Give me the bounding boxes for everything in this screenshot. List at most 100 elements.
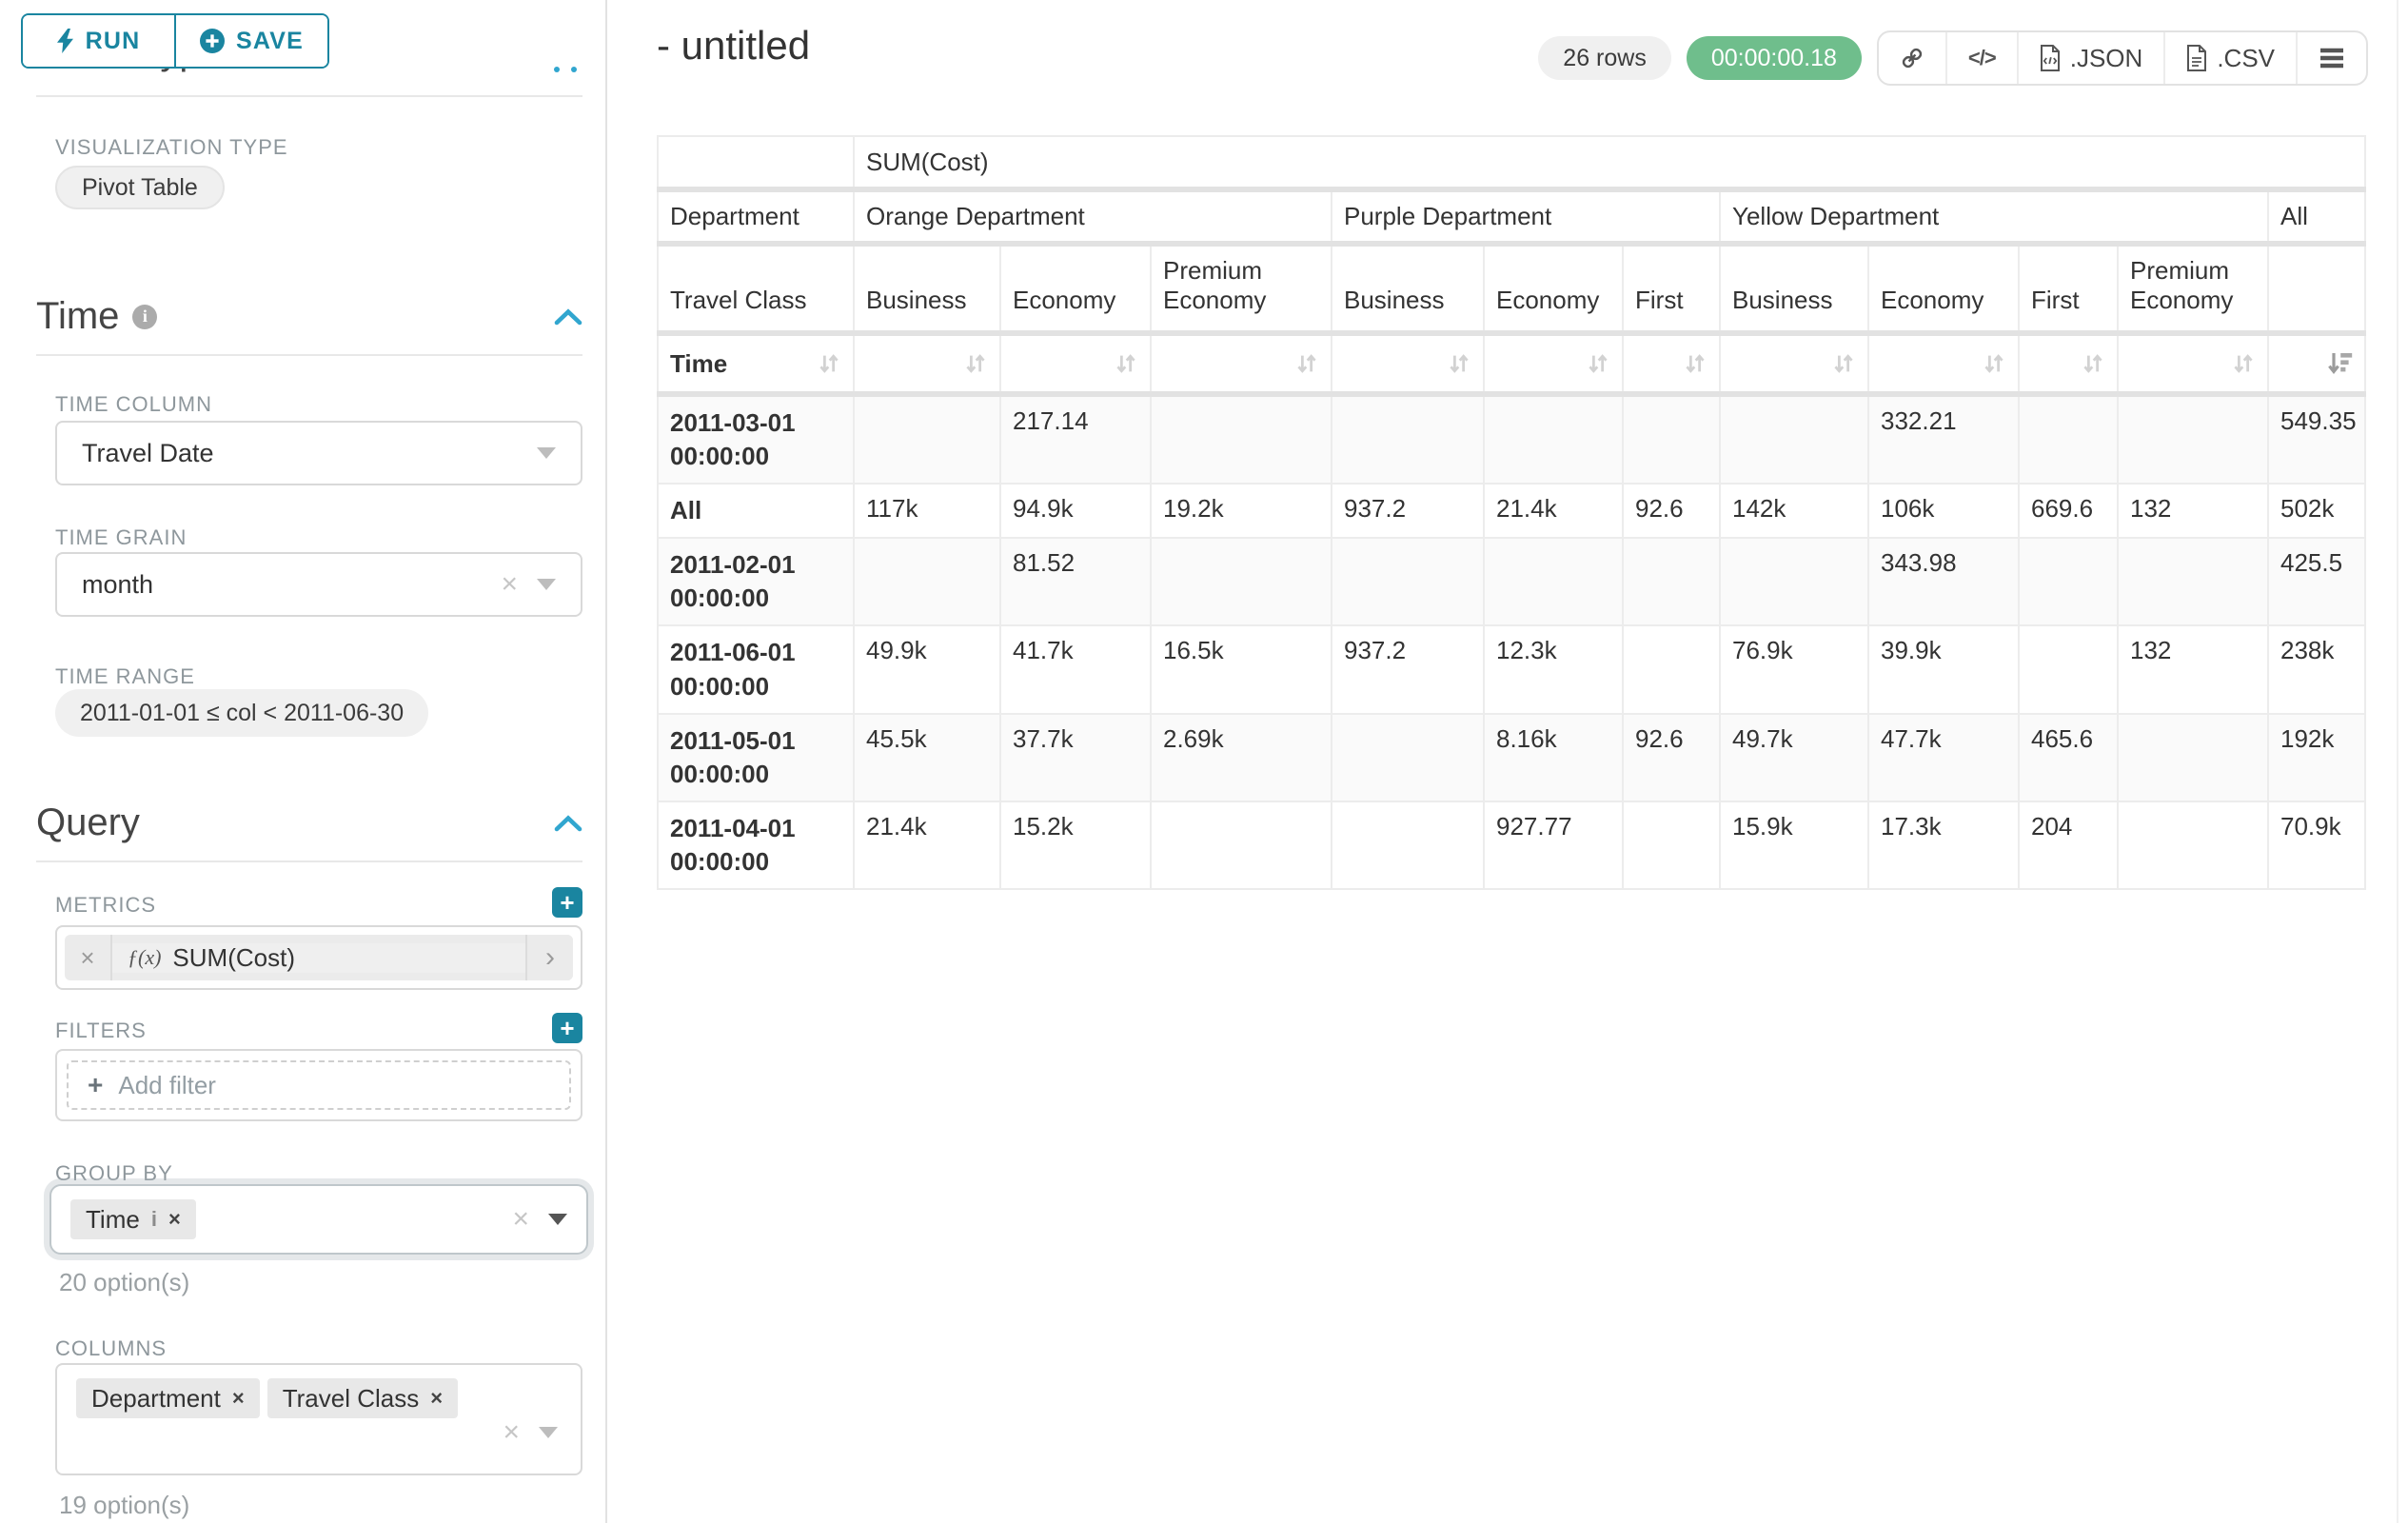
- metric-pill[interactable]: × ƒ(x) SUM(Cost) ›: [65, 935, 573, 980]
- sort-icon[interactable]: [1831, 351, 1856, 376]
- subcolumn-header-cell: Economy: [1867, 243, 2020, 336]
- value-cell: 117k: [853, 483, 1001, 540]
- sort-header-cell[interactable]: [2266, 332, 2367, 397]
- sort-icon[interactable]: [2081, 351, 2105, 376]
- add-metric-button[interactable]: +: [552, 887, 582, 918]
- caret-down-icon[interactable]: [537, 447, 556, 459]
- table-row: 2011-04-01 00:00:00 21.4k 15.2k 927.77 15.9k…: [657, 800, 2367, 891]
- selected-option-tag[interactable]: Time i ×: [70, 1199, 196, 1239]
- columns-select[interactable]: Department × Travel Class × ×: [55, 1363, 582, 1475]
- run-button[interactable]: RUN: [23, 15, 176, 67]
- chart-title[interactable]: - untitled: [657, 23, 811, 68]
- export-button-group: </> .JSON .CSV: [1876, 30, 2368, 86]
- sort-header-cell[interactable]: [1719, 332, 1869, 397]
- export-csv-button[interactable]: .CSV: [2165, 32, 2298, 84]
- value-cell: [2018, 624, 2119, 715]
- corner-cell: [657, 135, 855, 192]
- sort-icon[interactable]: [1294, 351, 1319, 376]
- clear-icon[interactable]: ×: [503, 1416, 520, 1448]
- selected-option-tag[interactable]: Travel Class ×: [266, 1378, 459, 1418]
- value-cell: 15.9k: [1719, 800, 1869, 891]
- viz-type-pill[interactable]: Pivot Table: [55, 166, 225, 209]
- sort-header-cell[interactable]: [1331, 332, 1485, 397]
- value-cell: 94.9k: [999, 483, 1152, 540]
- group-by-select[interactable]: Time i × ×: [49, 1184, 588, 1255]
- group-header-cell: All: [2266, 188, 2367, 247]
- time-column-select[interactable]: Travel Date: [55, 421, 582, 485]
- sort-icon[interactable]: [1982, 351, 2006, 376]
- more-menu-button[interactable]: [2298, 32, 2366, 84]
- columns-label: COLUMNS: [55, 1336, 168, 1360]
- sort-header-cell[interactable]: [853, 332, 1001, 397]
- sort-icon[interactable]: [963, 351, 988, 376]
- value-cell: [2018, 537, 2119, 627]
- time-grain-label: TIME GRAIN: [55, 525, 188, 549]
- add-filter-dropzone[interactable]: + Add filter: [67, 1060, 571, 1110]
- value-cell: 238k: [2266, 624, 2367, 715]
- viz-type-label: VISUALIZATION TYPE: [55, 135, 288, 159]
- sort-header-cell[interactable]: [1150, 332, 1332, 397]
- value-cell: 92.6: [1622, 712, 1721, 802]
- sort-icon[interactable]: [1683, 351, 1707, 376]
- time-grain-select[interactable]: month ×: [55, 552, 582, 617]
- sort-header-cell[interactable]: [1867, 332, 2020, 397]
- time-section-header: Time i: [36, 295, 582, 338]
- clear-icon[interactable]: ×: [501, 568, 518, 600]
- query-section-title: Query: [36, 801, 140, 843]
- sort-icon[interactable]: [1447, 351, 1471, 376]
- selected-option-tag[interactable]: Department ×: [76, 1378, 260, 1418]
- value-cell: 927.77: [1483, 800, 1624, 891]
- sort-icon[interactable]: [2231, 351, 2256, 376]
- metric-body[interactable]: ƒ(x) SUM(Cost): [112, 942, 525, 973]
- value-cell: [1331, 712, 1485, 802]
- caret-down-icon[interactable]: [548, 1214, 567, 1225]
- query-duration-badge: 00:00:00.18: [1686, 36, 1862, 80]
- subcolumn-header-cell: First: [1622, 243, 1721, 336]
- remove-tag-icon[interactable]: ×: [231, 1386, 245, 1410]
- sort-icon[interactable]: [1114, 351, 1138, 376]
- header-toolbar: 26 rows 00:00:00.18 </> .JSON .CSV: [1538, 30, 2368, 86]
- sort-icon[interactable]: [817, 351, 841, 376]
- caret-down-icon[interactable]: [537, 579, 556, 590]
- fx-icon: ƒ(x): [128, 945, 162, 969]
- value-cell: [2018, 392, 2119, 485]
- sort-icon[interactable]: [1586, 351, 1610, 376]
- json-label: .JSON: [2069, 43, 2143, 72]
- remove-metric-icon[interactable]: ×: [65, 935, 112, 980]
- value-cell: 15.2k: [999, 800, 1152, 891]
- copy-link-button[interactable]: [1879, 32, 1947, 84]
- value-cell: 21.4k: [1483, 483, 1624, 540]
- remove-tag-icon[interactable]: ×: [430, 1386, 444, 1410]
- tag-label: Time: [86, 1204, 140, 1234]
- divider: [36, 95, 582, 97]
- sort-descending-icon[interactable]: [2326, 351, 2353, 376]
- value-cell: [1150, 392, 1332, 485]
- time-range-pill[interactable]: 2011-01-01 ≤ col < 2011-06-30: [55, 689, 429, 737]
- add-filter-button[interactable]: +: [552, 1013, 582, 1043]
- chevron-right-icon[interactable]: ›: [525, 935, 573, 980]
- sort-header-cell[interactable]: [2018, 332, 2119, 397]
- value-cell: 92.6: [1622, 483, 1721, 540]
- csv-label: .CSV: [2217, 43, 2275, 72]
- sort-header-cell[interactable]: [1483, 332, 1624, 397]
- value-cell: 81.52: [999, 537, 1152, 627]
- remove-tag-icon[interactable]: ×: [168, 1207, 181, 1231]
- filters-box: + Add filter: [55, 1049, 582, 1121]
- chevron-up-icon[interactable]: [554, 814, 582, 832]
- save-button[interactable]: SAVE: [176, 15, 327, 67]
- subcolumn-header-cell: [2266, 243, 2367, 336]
- sort-header-row: Time: [657, 332, 2367, 397]
- sort-header-cell[interactable]: [2117, 332, 2269, 397]
- embed-code-button[interactable]: </>: [1947, 32, 2019, 84]
- group-by-label: GROUP BY: [55, 1161, 173, 1185]
- chevron-up-icon[interactable]: [554, 307, 582, 326]
- clear-icon[interactable]: ×: [512, 1203, 529, 1235]
- metrics-box: × ƒ(x) SUM(Cost) ›: [55, 925, 582, 990]
- sort-header-cell[interactable]: [1622, 332, 1721, 397]
- caret-down-icon[interactable]: [539, 1427, 558, 1438]
- sort-header-cell[interactable]: [999, 332, 1152, 397]
- col-dimension-cell: Department: [657, 188, 855, 247]
- export-json-button[interactable]: .JSON: [2019, 32, 2166, 84]
- value-cell: [2117, 392, 2269, 485]
- row-axis-cell[interactable]: Time: [657, 332, 855, 397]
